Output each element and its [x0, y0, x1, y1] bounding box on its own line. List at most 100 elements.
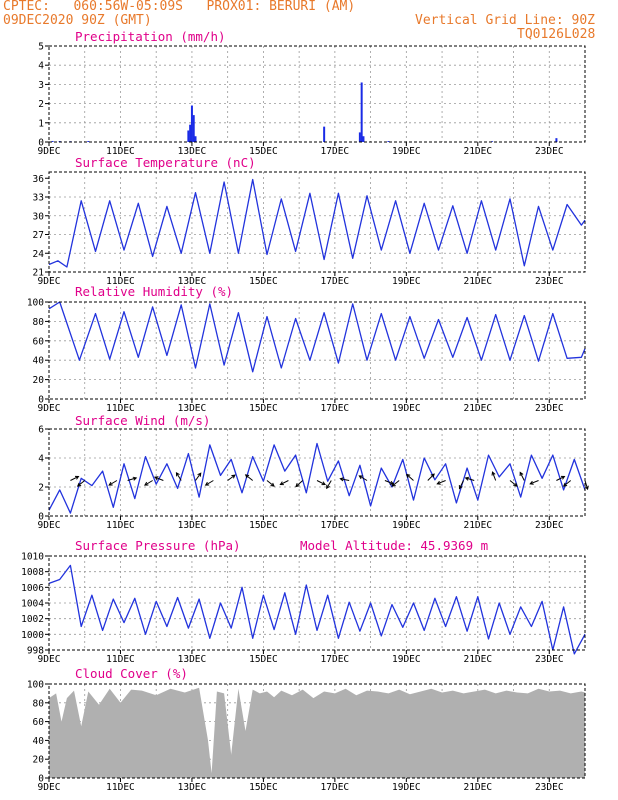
- pressure-series-line: [48, 564, 586, 655]
- humidity-xtick-label: 21DEC: [463, 403, 492, 414]
- wind-xtick-label: 17DEC: [321, 520, 350, 531]
- precip-ytick-label: 5: [38, 42, 44, 53]
- wind-xtick-label: 15DEC: [249, 520, 278, 531]
- temperature-ytick-label: 24: [33, 249, 45, 260]
- pressure-xtick-label: 19DEC: [392, 654, 421, 665]
- precip-bar: [358, 132, 361, 142]
- cloud-xtick-label: 11DEC: [106, 782, 135, 793]
- cloud-xtick-label: 17DEC: [321, 782, 350, 793]
- wind-arrow: [245, 474, 253, 481]
- precip-xtick-label: 13DEC: [178, 146, 207, 157]
- pressure-xtick-label: 15DEC: [249, 654, 278, 665]
- pressure-xtick-label: 11DEC: [106, 654, 135, 665]
- wind-arrow-head: [231, 474, 236, 479]
- wind-arrow-head: [436, 480, 441, 485]
- wind-arrow: [205, 480, 214, 486]
- pressure-xtick-label: 9DEC: [38, 654, 61, 665]
- wind-arrow-head: [529, 480, 534, 485]
- precip-xtick-label: 9DEC: [38, 146, 61, 157]
- humidity-xtick-label: 13DEC: [178, 403, 207, 414]
- cloud-ytick-label: 80: [33, 698, 45, 709]
- humidity-xtick-label: 17DEC: [321, 403, 350, 414]
- wind-arrow-head: [204, 481, 210, 486]
- temperature-frame: [48, 171, 586, 273]
- wind-xtick-label: 21DEC: [463, 520, 492, 531]
- wind-arrow-head: [144, 481, 149, 486]
- humidity-ytick-label: 0: [38, 395, 44, 406]
- wind-arrow: [530, 480, 539, 485]
- temperature-xtick-label: 17DEC: [321, 276, 350, 287]
- humidity-xtick-label: 11DEC: [106, 403, 135, 414]
- precip-ytick-label: 4: [38, 61, 44, 72]
- precip-ytick-label: 1: [38, 118, 44, 129]
- precip-bar: [360, 82, 363, 142]
- temperature-xtick-label: 23DEC: [535, 276, 564, 287]
- wind-arrow-head: [458, 485, 463, 490]
- wind-xtick-label: 13DEC: [178, 520, 207, 531]
- pressure-annotation: Model Altitude: 45.9369 m: [300, 538, 488, 553]
- wind-arrow: [406, 474, 414, 481]
- pressure-xtick-label: 17DEC: [321, 654, 350, 665]
- wind-arrow-head: [132, 476, 138, 481]
- wind-xtick-label: 19DEC: [392, 520, 421, 531]
- wind-arrow: [176, 472, 182, 481]
- wind-arrow: [556, 476, 565, 481]
- cloud-ytick-label: 60: [33, 717, 45, 728]
- wind-arrow: [227, 474, 236, 481]
- wind-arrow-head: [197, 472, 202, 477]
- temperature-series-line: [48, 178, 586, 268]
- wind-xtick-label: 11DEC: [106, 520, 135, 531]
- wind-arrow-head: [464, 476, 470, 481]
- wind-title: Surface Wind (m/s): [75, 413, 210, 428]
- precip-bar: [51, 141, 54, 142]
- wind-arrow-head: [76, 482, 82, 487]
- wind-arrow: [492, 471, 497, 481]
- wind-series-line: [48, 442, 586, 514]
- wind-arrow-head: [244, 474, 250, 479]
- humidity-xtick-label: 19DEC: [392, 403, 421, 414]
- precip-xtick-label: 15DEC: [249, 146, 278, 157]
- cloud-xtick-label: 23DEC: [535, 782, 564, 793]
- temperature-title: Surface Temperature (nC): [75, 155, 256, 170]
- cloud-ytick-label: 0: [38, 774, 44, 785]
- humidity-series-line: [48, 301, 586, 373]
- wind-arrow: [326, 480, 332, 489]
- wind-arrow-head: [326, 484, 330, 490]
- humidity-ytick-label: 40: [33, 356, 45, 367]
- wind-arrow: [70, 476, 79, 481]
- precip-xtick-label: 11DEC: [106, 146, 135, 157]
- wind-arrow-head: [406, 473, 411, 478]
- wind-arrow: [384, 480, 394, 485]
- pressure-ytick-label: 1000: [21, 630, 44, 641]
- grid-info: Vertical Grid Line: 90Z: [415, 13, 596, 28]
- cloud-ytick-label: 20: [33, 755, 45, 766]
- precip-bar: [362, 136, 365, 142]
- precip-title: Precipitation (mm/h): [75, 29, 226, 44]
- humidity-xtick-label: 15DEC: [249, 403, 278, 414]
- cloud-xtick-label: 13DEC: [178, 782, 207, 793]
- wind-arrow-head: [562, 482, 568, 487]
- temperature-xtick-label: 19DEC: [392, 276, 421, 287]
- wind-arrow: [340, 478, 350, 481]
- cloud-xtick-label: 19DEC: [392, 782, 421, 793]
- cloud-ytick-label: 100: [27, 680, 44, 691]
- humidity-xtick-label: 23DEC: [535, 403, 564, 414]
- wind-arrow: [144, 480, 153, 486]
- humidity-title: Relative Humidity (%): [75, 284, 233, 299]
- temperature-ytick-label: 21: [33, 268, 45, 279]
- humidity-frame: [48, 301, 586, 400]
- wind-arrow: [266, 480, 275, 487]
- wind-ytick-label: 6: [38, 425, 44, 436]
- pressure-title: Surface Pressure (hPa): [75, 538, 241, 553]
- wind-arrow-head: [175, 471, 180, 477]
- pressure-ytick-label: 1004: [21, 599, 44, 610]
- precip-bar: [387, 141, 390, 142]
- precip-bar: [323, 126, 326, 142]
- wind-arrow-head: [339, 477, 344, 482]
- pressure-xtick-label: 13DEC: [178, 654, 207, 665]
- wind-arrow-head: [391, 482, 396, 487]
- wind-arrow-head: [74, 475, 80, 480]
- temperature-xtick-label: 21DEC: [463, 276, 492, 287]
- temperature-xtick-label: 11DEC: [106, 276, 135, 287]
- precip-bar: [189, 124, 192, 142]
